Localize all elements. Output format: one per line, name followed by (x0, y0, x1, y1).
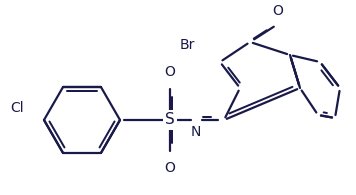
Text: O: O (164, 161, 176, 175)
Text: O: O (273, 4, 283, 18)
Text: O: O (164, 65, 176, 79)
Text: Br: Br (180, 38, 195, 52)
Text: S: S (165, 113, 175, 128)
Text: Cl: Cl (10, 101, 23, 115)
Text: N: N (191, 125, 201, 139)
